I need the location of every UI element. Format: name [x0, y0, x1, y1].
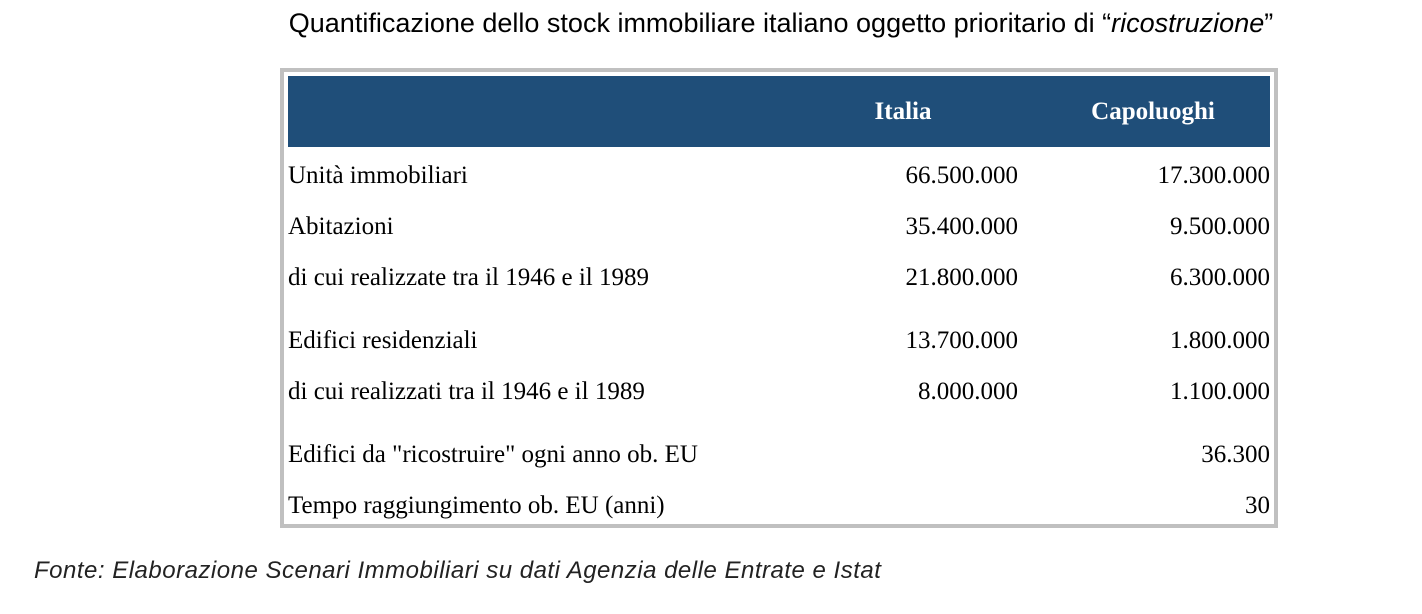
cell-italia: 21.800.000 — [905, 264, 1019, 291]
cell-capoluoghi: 1.800.000 — [1170, 327, 1270, 354]
row-label: Edifici residenziali — [288, 327, 478, 354]
cell-italia: 66.500.000 — [905, 162, 1019, 189]
row-label: Abitazioni — [288, 213, 394, 240]
cell-capoluoghi: 17.300.000 — [1157, 162, 1271, 189]
row-label: Edifici da "ricostruire" ogni anno ob. E… — [288, 441, 698, 468]
cell-capoluoghi: 36.300 — [1201, 441, 1270, 468]
title-prefix: Quantificazione dello stock immobiliare … — [288, 8, 1112, 38]
title-suffix: ” — [1264, 8, 1274, 38]
table-header: Italia Capoluoghi — [288, 76, 1270, 147]
cell-capoluoghi: 6.300.000 — [1170, 264, 1270, 291]
column-header-italia: Italia — [874, 98, 932, 125]
cell-capoluoghi: 30 — [1245, 492, 1270, 519]
cell-italia: 35.400.000 — [905, 213, 1019, 240]
source-note: Fonte: Elaborazione Scenari Immobiliari … — [34, 557, 882, 584]
row-label: Tempo raggiungimento ob. EU (anni) — [288, 492, 665, 519]
cell-italia: 8.000.000 — [918, 378, 1018, 405]
row-label: Unità immobiliari — [288, 162, 468, 189]
data-table: Italia Capoluoghi Unità immobiliari 66.50… — [280, 68, 1278, 528]
column-header-capoluoghi: Capoluoghi — [1091, 98, 1215, 125]
title-italic: ricostruzione — [1111, 8, 1265, 38]
cell-italia: 13.700.000 — [905, 327, 1019, 354]
row-label: di cui realizzati tra il 1946 e il 1989 — [288, 378, 645, 405]
cell-capoluoghi: 1.100.000 — [1170, 378, 1270, 405]
cell-capoluoghi: 9.500.000 — [1170, 213, 1270, 240]
row-label: di cui realizzate tra il 1946 e il 1989 — [288, 264, 649, 291]
chart-title: Quantificazione dello stock immobiliare … — [0, 8, 1422, 39]
